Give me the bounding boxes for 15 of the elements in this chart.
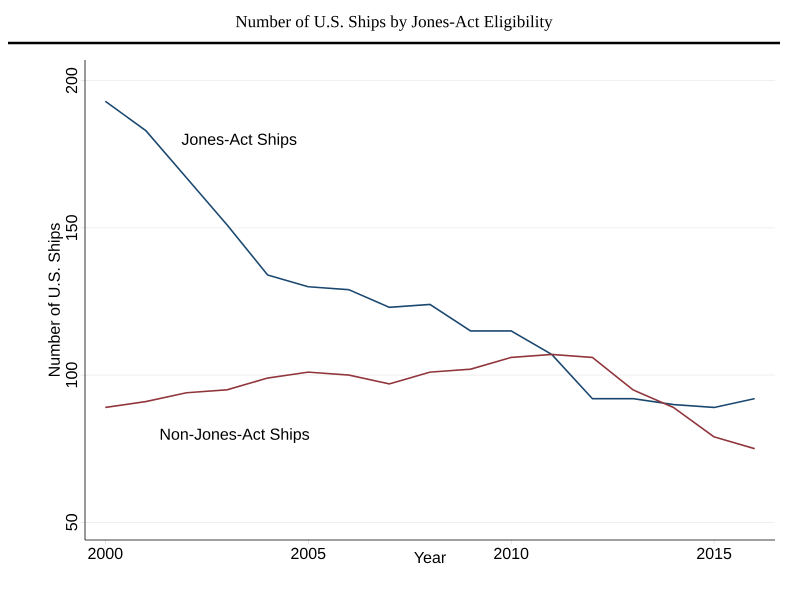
y-tick-label: 200 [66,68,78,94]
x-tick-label: 2015 [697,548,732,560]
chart-title: Number of U.S. Ships by Jones-Act Eligibility [236,15,553,31]
series-label: Non-Jones-Act Ships [160,428,310,444]
y-tick-label: 50 [66,514,78,531]
series-label: Jones-Act Ships [182,133,296,148]
line-series [104,100,756,408]
x-tick-label: 2000 [88,548,122,560]
x-tick-label: 2005 [291,548,326,560]
y-axis-title: Number of U.S. Ships [48,223,64,376]
line-series [104,354,756,450]
y-tick-label: 150 [66,215,78,240]
x-axis-title: Year [414,552,446,564]
x-tick-label: 2010 [494,548,528,560]
y-tick-label: 100 [66,362,78,388]
